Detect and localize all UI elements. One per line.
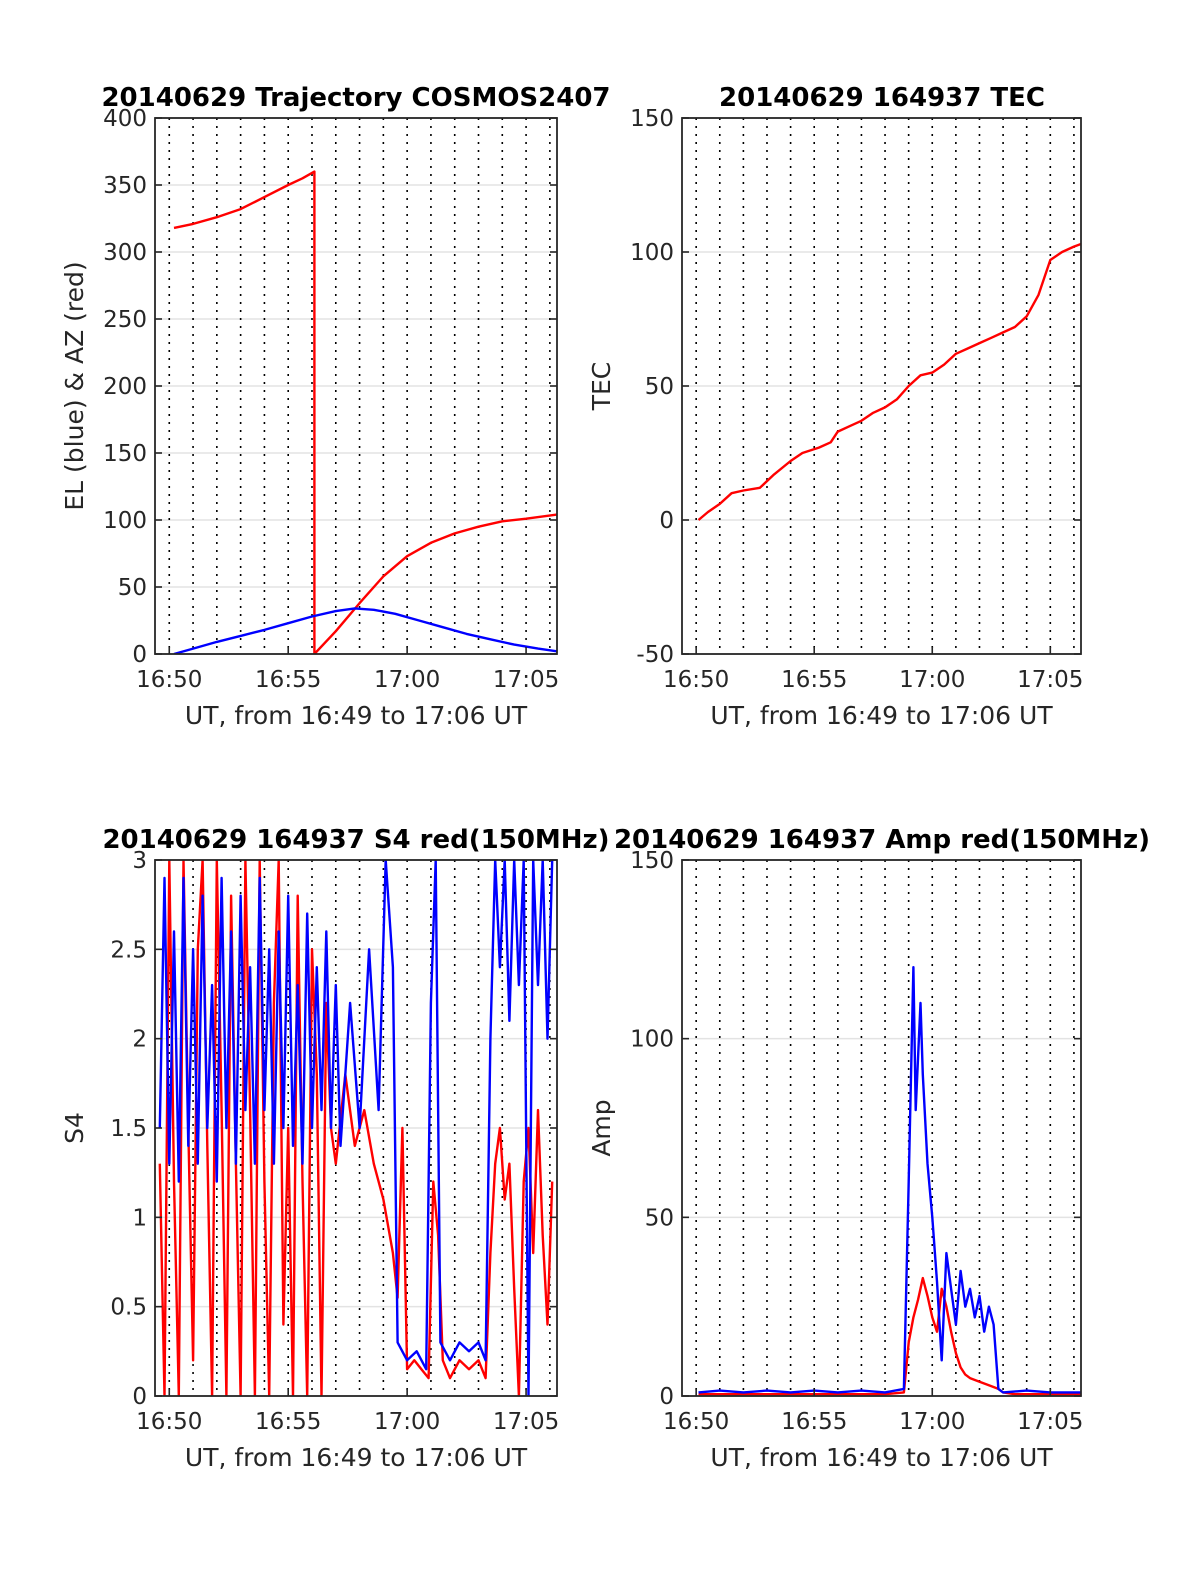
x-tick-label: 16:55 (255, 1409, 321, 1435)
x-tick-label: 16:55 (781, 667, 847, 693)
x-axis-label: UT, from 16:49 to 17:06 UT (185, 701, 528, 730)
y-tick-label: 100 (630, 1027, 674, 1053)
y-tick-label: 0.5 (110, 1295, 147, 1321)
y-axis-label: Amp (587, 1099, 616, 1156)
x-axis-label: UT, from 16:49 to 17:06 UT (710, 701, 1053, 730)
x-axis-label: UT, from 16:49 to 17:06 UT (185, 1443, 528, 1472)
series-line-blue (698, 966, 1081, 1394)
axes-box (681, 859, 1082, 1397)
chart-panel-trajectory: 0 50 100 150 200 250 300 350 400 16:50 16:55 17:00 1… (60, 83, 611, 730)
y-tick-label: 2.5 (110, 937, 147, 963)
y-tick-label: 100 (103, 508, 147, 534)
y-tick-label: 0 (659, 1384, 674, 1410)
series-line-red (173, 170, 557, 654)
x-tick-label: 16:50 (663, 1409, 729, 1435)
chart-panel-amp: 0 50 100 150 16:50 16:55 17:00 17:05 20140629 16… (587, 825, 1150, 1472)
x-tick-label: 17:05 (493, 1409, 559, 1435)
chart-panel-tec: -50 0 50 100 150 16:50 16:55 17:00 17:05 20140629… (587, 83, 1083, 730)
y-axis-label: TEC (587, 362, 616, 412)
y-tick-label: 150 (630, 106, 674, 132)
y-tick-label: 50 (645, 374, 674, 400)
x-tick-label: 16:50 (663, 667, 729, 693)
y-tick-label: 150 (103, 441, 147, 467)
x-tick-label: 17:00 (899, 1409, 965, 1435)
y-tick-label: 200 (103, 374, 147, 400)
y-tick-label: 300 (103, 240, 147, 266)
x-tick-label: 16:50 (136, 1409, 202, 1435)
x-tick-label: 17:00 (374, 667, 440, 693)
y-tick-label: 0 (659, 508, 674, 534)
chart-panel-s4: 0 0.5 1 1.5 2 2.5 3 16:50 16:55 17:00 17:05 2014062… (60, 825, 610, 1472)
x-tick-label: 17:05 (1017, 1409, 1083, 1435)
y-tick-label: 1 (132, 1205, 147, 1231)
chart-title: 20140629 Trajectory COSMOS2407 (101, 83, 610, 113)
x-tick-label: 17:05 (1017, 667, 1083, 693)
y-tick-label: 400 (103, 106, 147, 132)
y-tick-label: 50 (645, 1205, 674, 1231)
y-tick-label: 350 (103, 173, 147, 199)
y-tick-label: 0 (132, 642, 147, 668)
series-line-blue (173, 607, 557, 654)
y-axis-label: EL (blue) & AZ (red) (60, 261, 89, 510)
x-tick-label: 16:55 (255, 667, 321, 693)
x-tick-label: 17:00 (899, 667, 965, 693)
y-tick-label: 250 (103, 307, 147, 333)
x-tick-label: 16:50 (136, 667, 202, 693)
series-line-blue (158, 860, 554, 1396)
y-tick-label: 100 (630, 240, 674, 266)
y-tick-label: 50 (118, 575, 147, 601)
x-tick-label: 17:00 (374, 1409, 440, 1435)
x-axis-label: UT, from 16:49 to 17:06 UT (710, 1443, 1053, 1472)
y-tick-label: 1.5 (110, 1116, 147, 1142)
chart-title: 20140629 164937 TEC (719, 83, 1045, 113)
y-tick-label: 150 (630, 848, 674, 874)
y-tick-label: -50 (636, 642, 674, 668)
chart-title: 20140629 164937 S4 red(150MHz) (102, 825, 609, 855)
x-tick-label: 16:55 (781, 1409, 847, 1435)
x-tick-label: 17:05 (493, 667, 559, 693)
y-tick-label: 0 (132, 1384, 147, 1410)
chart-title: 20140629 164937 Amp red(150MHz) (614, 825, 1150, 855)
series-line-red (697, 242, 1081, 521)
y-tick-label: 3 (132, 848, 147, 874)
y-axis-label: S4 (60, 1112, 89, 1144)
y-tick-label: 2 (132, 1027, 147, 1053)
